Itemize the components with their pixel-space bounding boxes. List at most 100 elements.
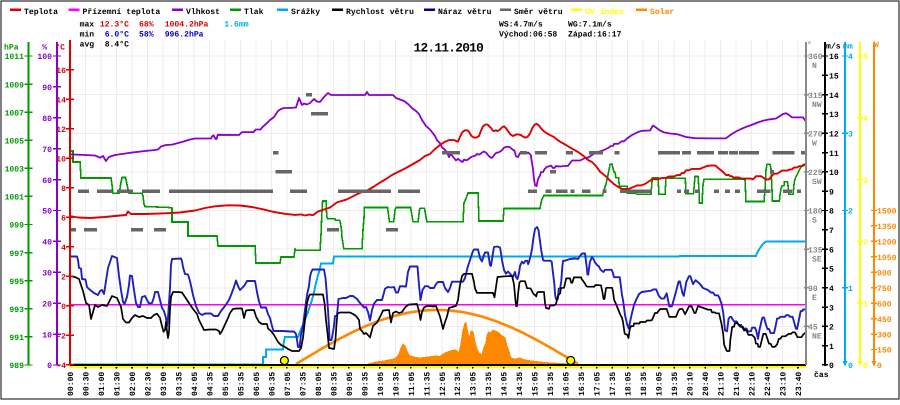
svg-text:°C: °C [55,44,65,53]
svg-text:80: 80 [42,115,52,124]
svg-text:270: 270 [808,130,823,139]
svg-text:WS:4.7m/s: WS:4.7m/s [499,21,543,30]
svg-text:hPa: hPa [4,44,19,53]
svg-text:3: 3 [829,304,834,313]
svg-text:06:05: 06:05 [253,372,262,396]
svg-text:50: 50 [42,208,52,217]
svg-text:989: 989 [9,362,24,371]
svg-text:22:40: 22:40 [764,372,773,396]
svg-text:čas: čas [814,371,829,380]
svg-text:70: 70 [42,146,52,155]
svg-text:02:00: 02:00 [129,372,138,396]
svg-text:03:00: 03:00 [160,372,169,396]
svg-text:18:05: 18:05 [625,372,634,396]
svg-text:1500: 1500 [877,208,897,217]
svg-text:2: 2 [863,239,868,248]
svg-text:20: 20 [42,300,52,309]
svg-text:W: W [812,139,817,148]
svg-text:WG:7.1m/s: WG:7.1m/s [568,21,612,30]
svg-text:8.4°C: 8.4°C [105,41,129,50]
svg-text:6.0°C: 6.0°C [105,31,129,40]
svg-text:%: % [42,44,47,53]
svg-text:21:10: 21:10 [718,372,727,396]
svg-text:7: 7 [829,227,834,236]
svg-text:16: 16 [829,53,839,62]
svg-text:16:05: 16:05 [563,372,572,396]
svg-text:11:05: 11:05 [408,372,417,396]
svg-text:0: 0 [61,303,66,312]
svg-text:1: 1 [829,343,834,352]
svg-text:avg: avg [80,41,95,50]
svg-text:4: 4 [848,53,853,62]
svg-text:1: 1 [863,300,868,309]
svg-text:09:05: 09:05 [346,372,355,396]
svg-text:68%: 68% [139,21,154,30]
svg-text:14: 14 [56,96,66,105]
svg-text:16: 16 [56,67,66,76]
svg-text:12:05: 12:05 [439,372,448,396]
svg-text:150: 150 [877,347,892,356]
svg-text:4: 4 [61,244,66,253]
svg-text:2: 2 [829,324,834,333]
svg-text:6: 6 [829,246,834,255]
svg-text:SW: SW [812,178,822,187]
svg-text:00:00: 00:00 [67,372,76,396]
svg-text:90: 90 [42,84,52,93]
svg-text:06:35: 06:35 [268,372,277,396]
svg-text:995: 995 [9,278,24,287]
svg-text:3: 3 [863,177,868,186]
svg-text:UV index: UV index [585,8,624,17]
svg-text:0: 0 [47,362,52,371]
svg-text:16:35: 16:35 [578,372,587,396]
svg-text:1011: 1011 [5,53,25,62]
svg-text:45: 45 [808,324,818,333]
svg-text:NW: NW [812,101,822,110]
svg-text:10:05: 10:05 [377,372,386,396]
svg-text:17:35: 17:35 [609,372,618,396]
svg-text:-4: -4 [56,362,66,371]
svg-text:Tlak: Tlak [244,8,264,17]
svg-text:12.11.2010: 12.11.2010 [414,41,484,56]
svg-text:12:35: 12:35 [454,372,463,396]
svg-text:997: 997 [9,250,24,259]
svg-text:2: 2 [61,274,66,283]
svg-text:Směr větru: Směr větru [514,8,563,17]
svg-text:SE: SE [812,255,822,264]
svg-text:Solar: Solar [650,8,674,17]
svg-text:20:10: 20:10 [687,372,696,396]
svg-text:13:05: 13:05 [470,372,479,396]
svg-text:6: 6 [61,214,66,223]
svg-text:19:35: 19:35 [671,372,680,396]
svg-text:Náraz větru: Náraz větru [438,8,492,17]
svg-text:0: 0 [829,362,834,371]
svg-text:60: 60 [42,177,52,186]
svg-text:100: 100 [37,53,52,62]
svg-text:-2: -2 [56,333,66,342]
svg-text:58%: 58% [139,31,154,40]
svg-text:12: 12 [56,126,66,135]
svg-text:999: 999 [9,222,24,231]
svg-text:02:30: 02:30 [144,372,153,396]
svg-text:14: 14 [829,92,839,101]
svg-text:m/s: m/s [826,43,841,52]
svg-text:15: 15 [829,73,839,82]
svg-text:1003: 1003 [5,166,25,175]
svg-text:E: E [812,294,817,303]
svg-text:23:10: 23:10 [780,372,789,396]
svg-text:180: 180 [808,208,823,217]
svg-text:30: 30 [42,270,52,279]
svg-text:20:40: 20:40 [702,372,711,396]
svg-text:5: 5 [863,53,868,62]
svg-text:08:35: 08:35 [330,372,339,396]
svg-text:Rychlost větru: Rychlost větru [346,8,414,17]
svg-text:8: 8 [829,208,834,217]
svg-text:4: 4 [863,115,868,124]
svg-text:10: 10 [829,169,839,178]
svg-text:10:35: 10:35 [392,372,401,396]
svg-text:1: 1 [848,285,853,294]
svg-text:1004.2hPa: 1004.2hPa [165,21,209,30]
svg-text:1350: 1350 [877,223,897,232]
svg-text:2: 2 [848,208,853,217]
svg-text:Vlhkost: Vlhkost [186,8,220,17]
svg-text:12.3°C: 12.3°C [100,21,129,30]
